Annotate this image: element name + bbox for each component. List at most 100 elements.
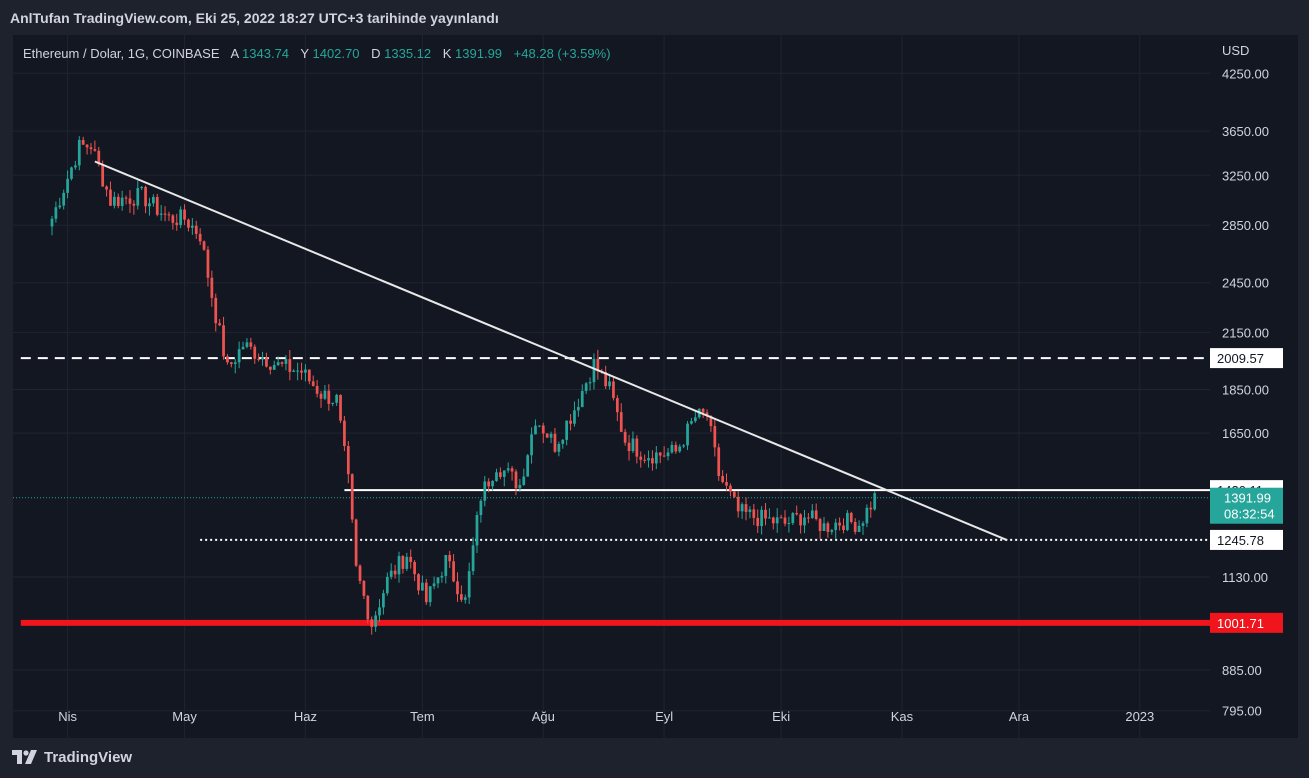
candle-body	[70, 167, 73, 179]
candle-body	[421, 582, 424, 591]
trendline-layer	[94, 160, 1008, 542]
candle-body	[428, 586, 432, 603]
legend-open-value: 1343.74	[242, 46, 289, 61]
candle-body	[452, 561, 455, 582]
publish-info: AnlTufan TradingView.com, Eki 25, 2022 1…	[10, 10, 499, 26]
candle-body	[85, 144, 89, 148]
candle-body	[74, 165, 77, 168]
candle-body	[152, 196, 155, 204]
candle-body	[241, 346, 245, 350]
level-price-label: 1001.71	[1217, 616, 1264, 631]
candle-body	[179, 209, 183, 225]
candle-body	[814, 510, 818, 520]
candle-body	[132, 203, 136, 206]
candle-body	[768, 517, 771, 519]
candle-body	[159, 213, 163, 215]
candle-body	[163, 213, 167, 215]
candle-body	[300, 370, 303, 373]
candle-body	[343, 420, 346, 446]
candle-body	[506, 468, 510, 471]
price-tick-label: 3250.00	[1222, 168, 1269, 183]
candle-body	[674, 444, 678, 452]
candle-body	[346, 445, 350, 475]
candle-body	[557, 443, 561, 452]
candle-body	[596, 358, 600, 372]
tradingview-logo-icon	[12, 750, 37, 764]
last-price-label: 1391.99	[1224, 491, 1271, 506]
candle-body	[405, 556, 409, 569]
candle-body	[385, 576, 389, 594]
candle-body	[740, 504, 744, 512]
candle-body	[50, 218, 54, 227]
candle-body	[569, 420, 572, 424]
candle-body	[109, 189, 112, 206]
candle-body	[795, 513, 799, 515]
legend-open-key: A	[230, 46, 239, 61]
candle-body	[744, 504, 748, 512]
candle-body	[175, 222, 179, 225]
candle-body	[678, 446, 682, 452]
grid	[13, 35, 1210, 738]
candle-body	[807, 517, 810, 519]
candle-body	[592, 358, 596, 383]
candle-body	[171, 215, 175, 223]
level-price-label-bg	[1210, 529, 1283, 550]
candle-body	[709, 415, 713, 427]
candle-body	[495, 472, 498, 481]
candle-body	[627, 442, 631, 452]
currency-label: USD	[1222, 43, 1249, 58]
candle-body	[276, 362, 280, 366]
legend-symbol: Ethereum / Dolar, 1G, COINBASE	[23, 46, 220, 61]
candle-body	[226, 356, 229, 363]
candle-body	[187, 219, 190, 228]
candle-body	[66, 178, 69, 193]
legend-change: +48.28 (+3.59%)	[514, 46, 611, 61]
candle-body	[487, 481, 491, 487]
candle-body	[666, 452, 670, 457]
candle-body	[518, 484, 522, 489]
candle-body	[327, 390, 331, 404]
time-tick-label: Ağu	[532, 709, 555, 724]
candle-body	[257, 358, 261, 360]
candle-body	[280, 362, 284, 364]
candle-body	[561, 439, 565, 444]
candle-body	[853, 521, 857, 532]
candle-body	[128, 198, 132, 204]
candle-body	[116, 196, 120, 207]
candle-body	[77, 139, 81, 166]
candle-body	[350, 474, 354, 520]
candle-body	[701, 408, 705, 413]
candle-body	[647, 458, 650, 461]
candle-body	[284, 359, 288, 364]
candle-body	[869, 507, 873, 510]
candle-body	[580, 391, 584, 408]
candle-body	[865, 507, 869, 524]
price-axis[interactable]: 795.00 885.00 1130.00 1650.00 1850.00 2150.00…	[1210, 66, 1283, 719]
time-tick-label: Eyl	[655, 709, 673, 724]
level-price-label-bg	[1210, 348, 1283, 369]
candle-body	[545, 433, 549, 438]
candle-body	[120, 197, 124, 207]
candle-body	[725, 482, 728, 486]
candle-body	[549, 433, 553, 438]
time-tick-label: May	[172, 709, 197, 724]
candle-body	[803, 517, 806, 526]
time-axis[interactable]: Nis May Haz Tem Ağu Eyl Eki Kas Ara 2023	[58, 709, 1154, 724]
trendline[interactable]	[94, 160, 1008, 542]
candle-body	[522, 476, 526, 485]
candle-body	[436, 577, 440, 584]
candle-body	[444, 555, 448, 576]
candle-body	[424, 582, 428, 603]
time-tick-label: Ara	[1009, 709, 1030, 724]
tradingview-logo[interactable]: TradingView	[12, 747, 132, 767]
candle-body	[729, 485, 732, 492]
candle-body	[857, 525, 861, 532]
candle-body	[155, 196, 159, 215]
candle-body	[779, 517, 783, 519]
candle-body	[538, 425, 541, 427]
candle-body	[432, 583, 436, 587]
candle-body	[619, 412, 623, 432]
candle-body	[288, 359, 292, 372]
candle-body	[690, 421, 693, 424]
